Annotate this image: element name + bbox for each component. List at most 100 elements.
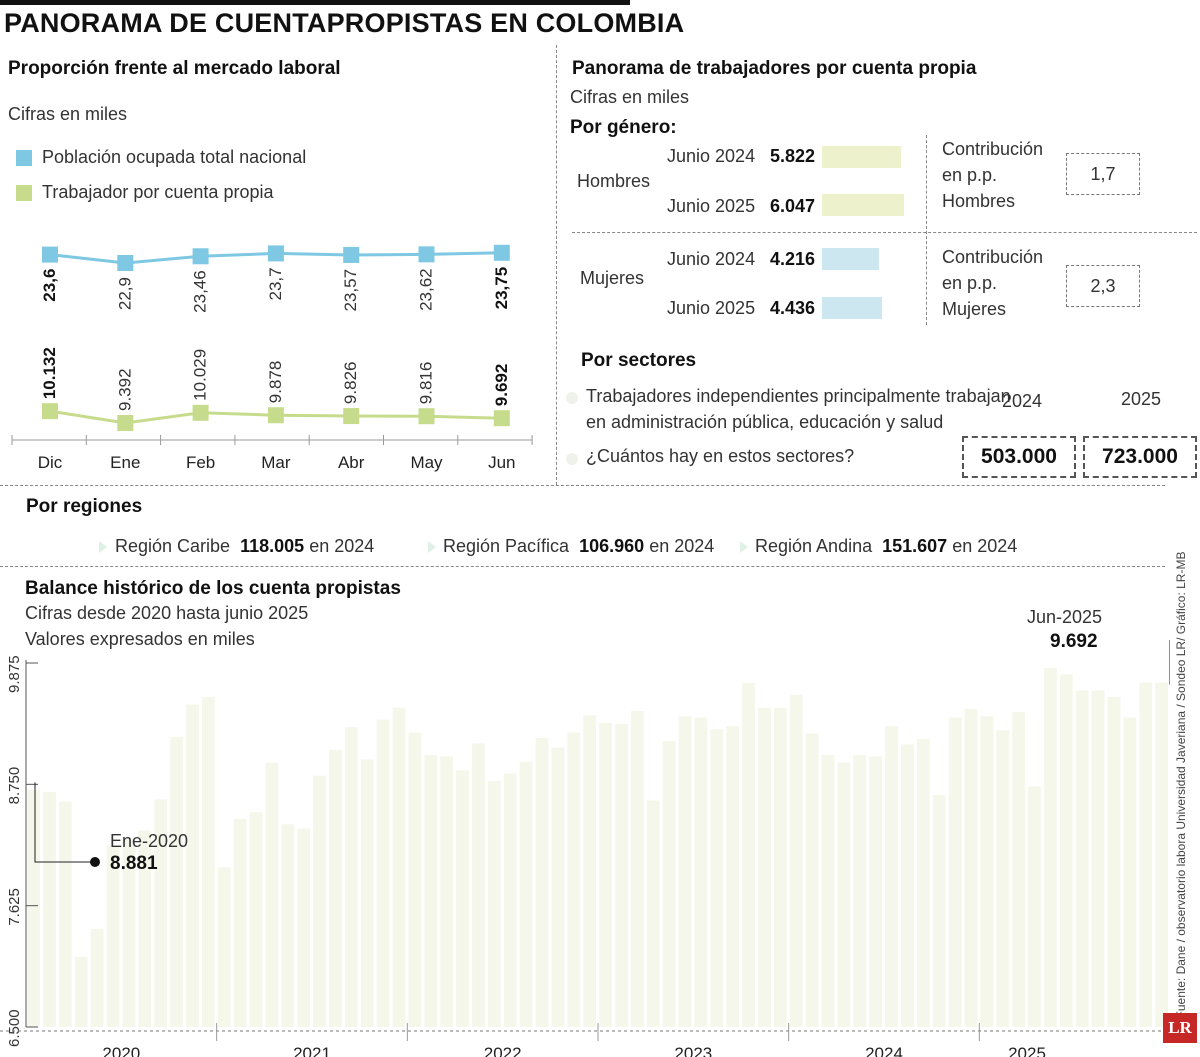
- history-bar: [901, 744, 914, 1027]
- hombres-label: Hombres: [577, 171, 651, 191]
- history-bar: [1075, 690, 1089, 1027]
- lr-logo: LR: [1163, 1013, 1197, 1043]
- source-note: Fuente: Dane / observatorio labora Unive…: [1166, 550, 1196, 1020]
- history-bar: [170, 736, 183, 1027]
- data-label: 9.878: [266, 361, 285, 404]
- data-point: [192, 404, 209, 421]
- history-bar: [615, 723, 628, 1027]
- history-bar: [58, 801, 72, 1027]
- contrib-mujeres-l1: Contribución: [942, 247, 1044, 267]
- history-bar: [869, 756, 882, 1027]
- mujeres-bar-2024: [822, 248, 880, 270]
- x-tick-label: Dic: [38, 453, 63, 472]
- data-label: 23,6: [40, 269, 59, 302]
- annotation-start-dot: [90, 857, 100, 867]
- data-label: 23,75: [492, 267, 511, 310]
- history-bar: [456, 770, 469, 1027]
- history-bar: [551, 747, 565, 1027]
- history-bar: [773, 707, 787, 1027]
- history-bar: [74, 956, 88, 1027]
- hombres-value-2024: 5.822: [770, 146, 816, 166]
- history-bar: [1028, 786, 1041, 1027]
- history-bar: [249, 812, 263, 1027]
- y-tick-label: 6.500: [6, 1009, 23, 1047]
- history-bar: [233, 818, 247, 1027]
- history-bar: [821, 755, 835, 1027]
- contrib-hombres-value: 1,7: [1066, 153, 1140, 195]
- history-bar: [646, 800, 660, 1027]
- data-label: 23,62: [417, 268, 436, 311]
- history-bar: [392, 707, 406, 1027]
- x-year-label: 2024: [865, 1044, 903, 1057]
- history-bar: [1012, 712, 1025, 1027]
- x-tick-label: Abr: [338, 453, 365, 472]
- history-bar: [106, 845, 120, 1027]
- bar-chart: 9.875 8.750 7.625 6.500 2020 2021 2022 2023 2024…: [0, 640, 1170, 1057]
- sectores-line-1: Trabajadores independientes principalmen…: [586, 386, 1011, 406]
- annotation-start-value: 8.881: [110, 853, 158, 874]
- history-bar: [281, 824, 295, 1027]
- data-label: 9.392: [115, 368, 134, 411]
- sectores-value-2024: 503.000: [962, 436, 1076, 478]
- history-bar: [329, 749, 342, 1027]
- region-andina-name: Región Andina: [755, 536, 873, 556]
- regiones-title: Por regiones: [26, 496, 143, 517]
- data-label: 9.816: [417, 362, 436, 405]
- history-bar: [1123, 717, 1137, 1027]
- balance-title: Balance histórico de los cuenta propista…: [25, 578, 401, 599]
- data-point: [117, 255, 134, 271]
- mujeres-period-2024: Junio 2024: [667, 249, 756, 269]
- history-bar: [535, 737, 549, 1027]
- data-label: 10.132: [40, 347, 59, 399]
- x-tick-label: Feb: [186, 453, 215, 472]
- x-year-label: 2022: [484, 1044, 522, 1057]
- history-bar: [980, 716, 994, 1027]
- data-point: [267, 407, 284, 424]
- history-bar: [789, 694, 803, 1027]
- history-bar: [630, 710, 644, 1027]
- data-label: 23,57: [341, 269, 360, 312]
- sectores-bullet-1: [566, 392, 578, 404]
- balance-subtitle-2: Valores expresados en miles: [25, 629, 255, 649]
- region-caribe: Región Caribe 118.005 en 2024: [115, 536, 374, 557]
- history-bar: [1139, 682, 1153, 1027]
- history-bar: [472, 743, 485, 1027]
- sectores-question: ¿Cuántos hay en estos sectores?: [586, 446, 855, 466]
- data-point: [493, 410, 510, 427]
- history-bar: [964, 708, 978, 1027]
- sectores-line-2: en administración pública, educación y s…: [586, 412, 944, 432]
- annotation-end-value: 9.692: [1050, 631, 1098, 652]
- data-point: [343, 408, 360, 425]
- region-caribe-marker: [99, 541, 107, 553]
- history-bar: [996, 730, 1010, 1027]
- history-bar: [726, 726, 739, 1027]
- history-bar: [265, 762, 279, 1027]
- history-bar: [154, 799, 167, 1027]
- contrib-hombres-l2: en p.p.: [942, 165, 998, 185]
- history-bar: [1059, 674, 1073, 1027]
- sectores-year-2025: 2025: [1121, 389, 1162, 409]
- history-bar: [599, 722, 612, 1027]
- history-bar: [1091, 690, 1105, 1027]
- contrib-mujeres-l2: en p.p.: [942, 273, 998, 293]
- legend-trabajador: Trabajador por cuenta propia: [42, 182, 274, 202]
- history-bar: [1044, 667, 1057, 1027]
- history-bar: [758, 707, 771, 1027]
- line-chart: Dic Ene Feb Mar Abr May Jun 23,6 22,9 23,46 23,7 23…: [11, 244, 533, 472]
- page-title: PANORAMA DE CUENTAPROPISTAS EN COLOMBIA: [4, 8, 685, 38]
- data-point: [418, 408, 435, 425]
- x-tick-label: Ene: [110, 453, 140, 472]
- region-andina-marker: [740, 541, 748, 553]
- contrib-mujeres-value: 2,3: [1066, 265, 1140, 307]
- history-bar: [948, 717, 962, 1027]
- history-bar: [1155, 682, 1168, 1027]
- region-pacifica-suffix: en 2024: [649, 536, 715, 556]
- history-bar: [853, 755, 867, 1027]
- history-bar: [186, 704, 199, 1027]
- history-bar: [583, 715, 596, 1027]
- region-andina-suffix: en 2024: [952, 536, 1018, 556]
- history-bar: [885, 726, 898, 1027]
- history-bar: [408, 732, 422, 1027]
- history-bar: [313, 775, 326, 1027]
- sectores-title: Por sectores: [581, 350, 697, 371]
